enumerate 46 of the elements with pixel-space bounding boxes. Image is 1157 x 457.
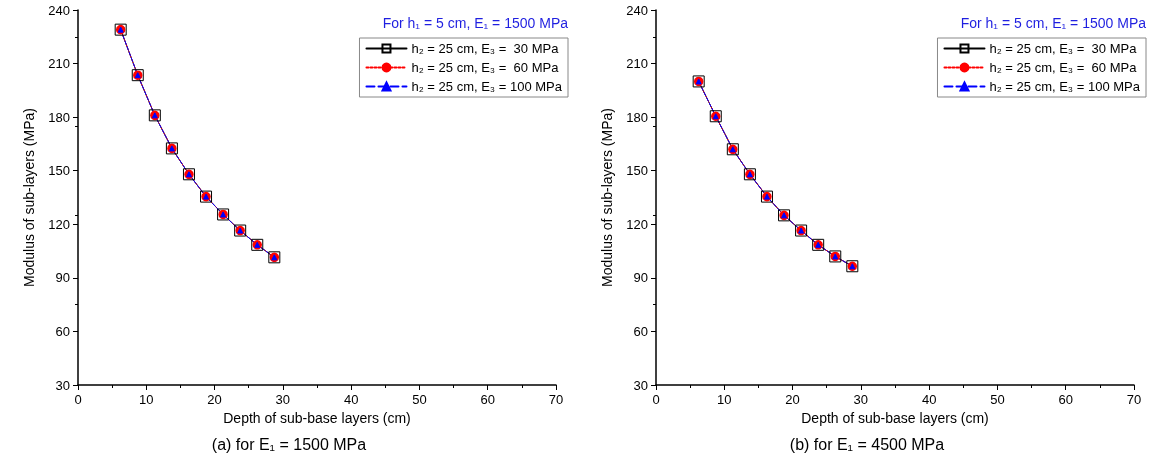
y-tick-label: 120 <box>48 216 70 232</box>
x-tick-label: 10 <box>717 392 732 407</box>
x-tick-label: 40 <box>921 392 937 407</box>
x-tick-label: 30 <box>275 392 291 407</box>
y-tick-label: 150 <box>626 163 648 179</box>
y-tick-label: 240 <box>626 2 648 18</box>
legend-label: h₂ = 25 cm, E₃ = 60 MPa <box>411 60 560 75</box>
y-tick-label: 150 <box>48 163 70 179</box>
y-tick-label: 60 <box>633 323 648 339</box>
y-axis-title: Modulus of sub-layers (MPa) <box>21 108 37 287</box>
x-tick-label: 60 <box>480 392 495 407</box>
x-tick-label: 70 <box>1126 392 1142 407</box>
x-tick-label: 50 <box>412 392 427 407</box>
x-tick-label: 70 <box>548 392 564 407</box>
x-tick-label: 20 <box>785 392 800 407</box>
x-tick-label: 30 <box>853 392 869 407</box>
y-tick-label: 30 <box>633 377 648 393</box>
legend-label: h₂ = 25 cm, E₃ = 30 MPa <box>989 41 1138 56</box>
x-axis-title: Depth of sub-base layers (cm) <box>223 409 411 426</box>
x-tick-label: 40 <box>343 392 359 407</box>
y-axis-title: Modulus of sub-layers (MPa) <box>599 108 615 287</box>
text: (b) for E₁ = 4500 MPa <box>789 435 945 453</box>
y-tick-label: 60 <box>55 323 70 339</box>
legend-label: h₂ = 25 cm, E₃ = 100 MPa <box>989 79 1141 94</box>
legend-label: h₂ = 25 cm, E₃ = 30 MPa <box>411 41 560 56</box>
x-tick-label: 0 <box>652 392 660 407</box>
y-tick-label: 120 <box>626 216 648 232</box>
y-tick-label: 240 <box>48 2 70 18</box>
y-tick-label: 90 <box>55 270 70 286</box>
x-tick-label: 20 <box>207 392 222 407</box>
x-tick-label: 50 <box>990 392 1005 407</box>
x-tick-label: 60 <box>1058 392 1073 407</box>
y-tick-label: 180 <box>626 109 648 125</box>
x-axis-title: Depth of sub-base layers (cm) <box>801 409 989 426</box>
x-tick-label: 10 <box>139 392 154 407</box>
legend-title: For h₁ = 5 cm, E₁ = 1500 MPa <box>382 15 569 31</box>
legend-label: h₂ = 25 cm, E₃ = 60 MPa <box>989 60 1138 75</box>
y-tick-label: 30 <box>55 377 70 393</box>
y-tick-label: 90 <box>633 270 648 286</box>
legend-label: h₂ = 25 cm, E₃ = 100 MPa <box>411 79 563 94</box>
y-tick-label: 180 <box>48 109 70 125</box>
legend-title: For h₁ = 5 cm, E₁ = 1500 MPa <box>960 15 1147 31</box>
text: (a) for E₁ = 1500 MPa <box>211 435 367 453</box>
y-tick-label: 210 <box>48 56 70 72</box>
y-tick-label: 210 <box>626 56 648 72</box>
x-tick-label: 0 <box>74 392 82 407</box>
